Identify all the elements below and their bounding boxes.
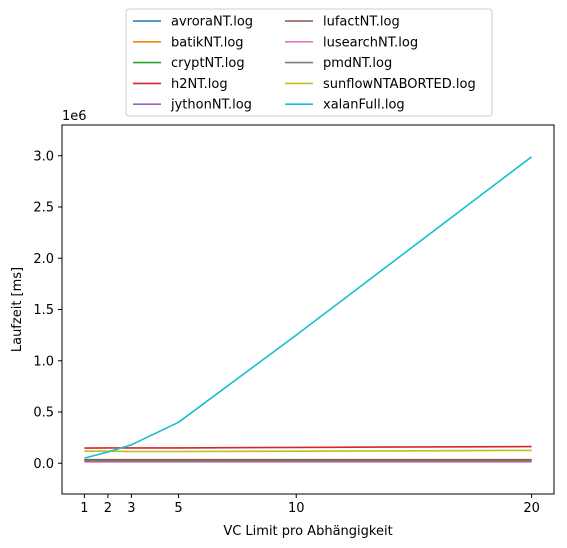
legend-label: avroraNT.log xyxy=(171,15,253,30)
x-tick-label: 1 xyxy=(80,501,88,516)
legend: avroraNT.log batikNT.log cryptNT.log h2NT.l… xyxy=(125,8,493,117)
y-tick-label: 2.5 xyxy=(33,201,54,216)
y-tick-label: 0.5 xyxy=(33,406,54,421)
y-tick-label: 1.5 xyxy=(33,303,54,318)
y-tick-label: 0.0 xyxy=(33,457,54,472)
legend-label: batikNT.log xyxy=(171,35,244,50)
series-line-9 xyxy=(84,156,533,459)
legend-label: cryptNT.log xyxy=(171,56,245,71)
x-tick-label: 20 xyxy=(523,501,540,516)
x-tick-label: 3 xyxy=(127,501,135,516)
y-axis-offset-text: 1e6 xyxy=(62,109,87,124)
x-tick-label: 5 xyxy=(174,501,182,516)
y-tick-label: 2.0 xyxy=(33,252,54,267)
legend-label: h2NT.log xyxy=(171,77,228,92)
series-layer xyxy=(84,156,533,463)
x-tick-label: 10 xyxy=(288,501,305,516)
legend-label: pmdNT.log xyxy=(323,56,392,71)
legend-label: jythonNT.log xyxy=(170,98,252,113)
x-tick-label: 2 xyxy=(104,501,112,516)
y-tick-label: 3.0 xyxy=(33,149,54,164)
legend-label: lusearchNT.log xyxy=(323,35,418,50)
y-axis-ticks: 0.0 0.5 1.0 1.5 2.0 2.5 3.0 xyxy=(33,149,62,472)
y-tick-label: 1.0 xyxy=(33,354,54,369)
series-line-3 xyxy=(84,445,532,449)
legend-label: lufactNT.log xyxy=(323,15,400,30)
x-axis-title: VC Limit pro Abhängigkeit xyxy=(223,524,392,539)
legend-label: xalanFull.log xyxy=(323,98,405,113)
y-axis-title: Laufzeit [ms] xyxy=(10,267,25,352)
x-axis-ticks: 1 2 3 5 10 20 xyxy=(80,494,540,516)
plot-frame xyxy=(61,124,555,495)
legend-label: sunflowNTABORTED.log xyxy=(323,77,476,92)
series-line-8 xyxy=(84,449,532,453)
